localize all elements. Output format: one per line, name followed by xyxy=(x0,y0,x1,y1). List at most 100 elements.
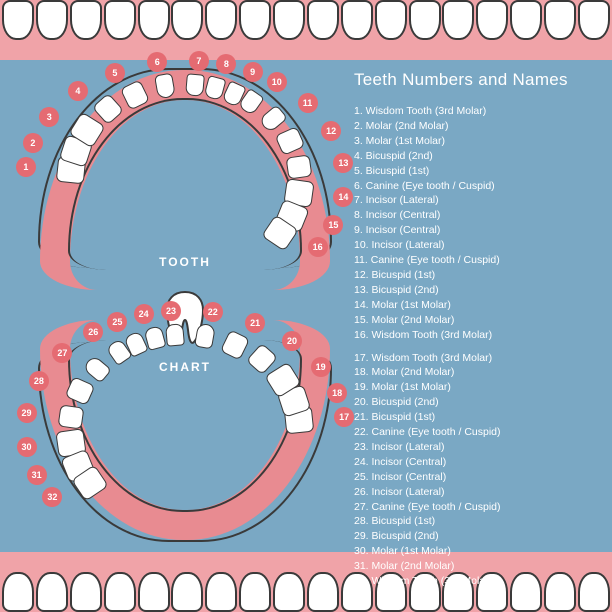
legend-item: 17. Wisdom Tooth (3rd Molar) xyxy=(354,351,594,366)
border-tooth xyxy=(307,0,339,40)
legend-item: 5. Bicuspid (1st) xyxy=(354,164,594,179)
legend-item: 7. Incisor (Lateral) xyxy=(354,193,594,208)
legend-item: 26. Incisor (Lateral) xyxy=(354,485,594,500)
tooth-number-badge: 26 xyxy=(83,322,103,342)
legend-item: 9. Incisor (Central) xyxy=(354,223,594,238)
tooth-number-badge: 27 xyxy=(52,343,72,363)
tooth-number-badge: 7 xyxy=(189,51,209,71)
border-tooth xyxy=(104,0,136,40)
tooth-number-badge: 18 xyxy=(327,383,347,403)
tooth-number-badge: 16 xyxy=(308,237,328,257)
legend-item: 15. Molar (2nd Molar) xyxy=(354,313,594,328)
tooth-number-badge: 10 xyxy=(267,72,287,92)
tooth-number-badge: 19 xyxy=(311,357,331,377)
border-tooth xyxy=(375,0,407,40)
border-tooth xyxy=(138,0,170,40)
tooth-number-badge: 1 xyxy=(16,157,36,177)
tooth-number-badge: 25 xyxy=(107,312,127,332)
border-tooth xyxy=(205,0,237,40)
label-chart: CHART xyxy=(159,360,211,374)
legend-item: 29. Bicuspid (2nd) xyxy=(354,529,594,544)
border-tooth xyxy=(2,572,34,612)
dental-diagram: TOOTH CHART 1234567891011121314151617181… xyxy=(20,70,350,540)
tooth-number-badge: 23 xyxy=(161,301,181,321)
border-tooth xyxy=(239,0,271,40)
legend-item: 28. Bicuspid (1st) xyxy=(354,514,594,529)
legend-item: 8. Incisor (Central) xyxy=(354,208,594,223)
legend-item: 30. Molar (1st Molar) xyxy=(354,544,594,559)
border-tooth xyxy=(104,572,136,612)
border-tooth xyxy=(544,0,576,40)
border-tooth xyxy=(476,0,508,40)
border-tooth xyxy=(171,572,203,612)
tooth-number-badge: 15 xyxy=(323,215,343,235)
tooth-chart-canvas: TOOTH CHART 1234567891011121314151617181… xyxy=(0,0,612,612)
tooth-number-badge: 6 xyxy=(147,52,167,72)
legend-item: 18. Molar (2nd Molar) xyxy=(354,365,594,380)
legend-item: 11. Canine (Eye tooth / Cuspid) xyxy=(354,253,594,268)
tooth-number-badge: 5 xyxy=(105,63,125,83)
legend-item: 32. Wisdom Tooth (3rd Molar) xyxy=(354,574,594,589)
arch-tooth-incisor xyxy=(165,324,185,347)
tooth-number-badge: 22 xyxy=(203,302,223,322)
border-tooth xyxy=(36,0,68,40)
tooth-number-badge: 21 xyxy=(245,313,265,333)
tooth-number-badge: 13 xyxy=(333,153,353,173)
legend-item: 24. Incisor (Central) xyxy=(354,455,594,470)
legend-item: 31. Molar (2nd Molar) xyxy=(354,559,594,574)
border-tooth xyxy=(409,0,441,40)
tooth-number-badge: 28 xyxy=(29,371,49,391)
tooth-number-badge: 3 xyxy=(39,107,59,127)
legend-item: 6. Canine (Eye tooth / Cuspid) xyxy=(354,179,594,194)
legend-title: Teeth Numbers and Names xyxy=(354,70,594,90)
legend-item: 25. Incisor (Central) xyxy=(354,470,594,485)
tooth-number-badge: 14 xyxy=(333,187,353,207)
tooth-number-badge: 24 xyxy=(134,304,154,324)
legend-item: 23. Incisor (Lateral) xyxy=(354,440,594,455)
border-tooth xyxy=(138,572,170,612)
border-tooth xyxy=(273,572,305,612)
legend-item: 14. Molar (1st Molar) xyxy=(354,298,594,313)
legend-item: 1. Wisdom Tooth (3rd Molar) xyxy=(354,104,594,119)
tooth-number-badge: 8 xyxy=(216,54,236,74)
legend-item: 22. Canine (Eye tooth / Cuspid) xyxy=(354,425,594,440)
legend-item: 2. Molar (2nd Molar) xyxy=(354,119,594,134)
tooth-number-badge: 17 xyxy=(334,407,354,427)
border-tooth xyxy=(578,0,610,40)
tooth-number-badge: 30 xyxy=(17,437,37,457)
border-tooth xyxy=(510,0,542,40)
top-teeth-border xyxy=(0,0,612,40)
border-tooth xyxy=(36,572,68,612)
legend-item: 13. Bicuspid (2nd) xyxy=(354,283,594,298)
border-tooth xyxy=(205,572,237,612)
border-tooth xyxy=(70,572,102,612)
tooth-number-badge: 32 xyxy=(42,487,62,507)
tooth-number-badge: 31 xyxy=(27,465,47,485)
border-tooth xyxy=(442,0,474,40)
border-tooth xyxy=(341,0,373,40)
arch-tooth-bicuspid xyxy=(285,154,312,179)
legend-item: 27. Canine (Eye tooth / Cuspid) xyxy=(354,500,594,515)
tooth-number-badge: 12 xyxy=(321,121,341,141)
tooth-number-badge: 11 xyxy=(298,93,318,113)
arch-tooth-bicuspid xyxy=(58,404,85,429)
legend-panel: Teeth Numbers and Names 1. Wisdom Tooth … xyxy=(354,70,594,589)
border-tooth xyxy=(239,572,271,612)
tooth-number-badge: 2 xyxy=(23,133,43,153)
legend-item: 20. Bicuspid (2nd) xyxy=(354,395,594,410)
border-tooth xyxy=(273,0,305,40)
legend-item: 21. Bicuspid (1st) xyxy=(354,410,594,425)
tooth-number-badge: 20 xyxy=(282,331,302,351)
border-tooth xyxy=(307,572,339,612)
legend-item: 4. Bicuspid (2nd) xyxy=(354,149,594,164)
border-tooth xyxy=(171,0,203,40)
legend-item: 19. Molar (1st Molar) xyxy=(354,380,594,395)
legend-item: 3. Molar (1st Molar) xyxy=(354,134,594,149)
legend-item: 10. Incisor (Lateral) xyxy=(354,238,594,253)
tooth-number-badge: 4 xyxy=(68,81,88,101)
legend-item: 12. Bicuspid (1st) xyxy=(354,268,594,283)
label-tooth: TOOTH xyxy=(159,255,211,269)
border-tooth xyxy=(70,0,102,40)
border-tooth xyxy=(2,0,34,40)
legend-list: 1. Wisdom Tooth (3rd Molar)2. Molar (2nd… xyxy=(354,104,594,589)
